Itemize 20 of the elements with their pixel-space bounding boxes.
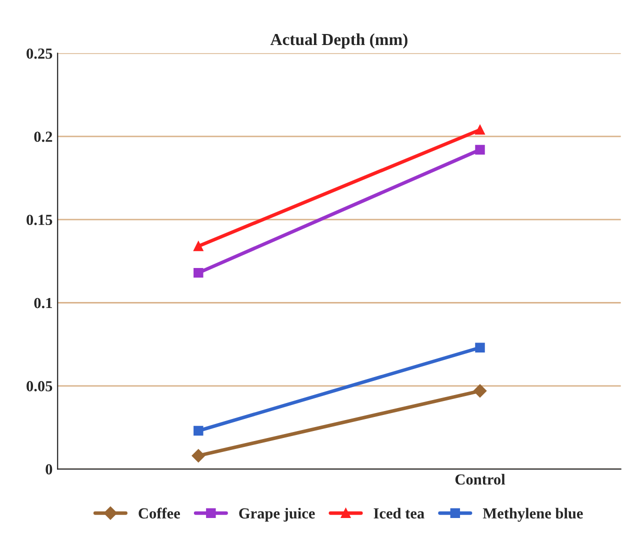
point bbox=[475, 124, 485, 135]
point bbox=[194, 426, 204, 436]
legend-label: Iced tea bbox=[374, 508, 424, 519]
x-tick-label: Control bbox=[455, 474, 506, 485]
point bbox=[475, 144, 485, 155]
y-tick-label: 0.05 bbox=[26, 381, 52, 392]
point bbox=[194, 268, 204, 278]
point bbox=[194, 241, 204, 252]
y-tick-label: 0.2 bbox=[34, 132, 52, 142]
legend-label: Coffee bbox=[138, 508, 180, 519]
point bbox=[192, 449, 205, 462]
chart-title: Actual Depth (mm) bbox=[270, 33, 408, 49]
legend-label: Grape juice bbox=[239, 508, 315, 522]
y-tick-label: 0.25 bbox=[26, 48, 52, 59]
point bbox=[473, 384, 487, 398]
y-tick-label: 0.1 bbox=[34, 298, 52, 308]
y-tick-label: 0 bbox=[46, 464, 52, 474]
point bbox=[475, 342, 485, 353]
legend-label: Methylene blue bbox=[482, 508, 583, 522]
y-tick-label: 0.15 bbox=[26, 214, 52, 226]
